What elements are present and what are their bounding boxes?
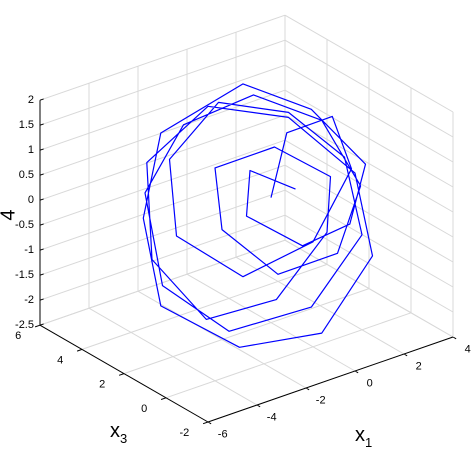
tick-mark xyxy=(39,148,44,151)
y-axis-label: x3 xyxy=(110,420,127,446)
y-axis-label-sub: 3 xyxy=(120,431,127,446)
x-tick-label: 2 xyxy=(416,360,422,372)
x-axis-label: x1 xyxy=(355,424,372,450)
x-tick-label: 4 xyxy=(465,343,471,355)
grid-line xyxy=(39,139,286,226)
labels: x3 x1 4 xyxy=(0,209,372,450)
x-axis-label-base: x xyxy=(355,424,365,446)
tick-mark xyxy=(39,198,44,201)
y-tick-label: 6 xyxy=(15,330,21,342)
y-tick-label: 0 xyxy=(141,403,147,415)
grid-line xyxy=(39,64,286,151)
x-tick-label: 0 xyxy=(367,377,373,389)
z-axis-label: 4 xyxy=(0,209,19,220)
z-tick-label: -2.5 xyxy=(15,319,34,331)
z-tick-label: 0.5 xyxy=(19,169,34,181)
z-tick-label: 1 xyxy=(28,144,34,156)
tick-mark xyxy=(202,421,209,425)
z-tick-label: -0.5 xyxy=(15,219,34,231)
z-tick-label: -1.5 xyxy=(15,269,34,281)
tick-mark xyxy=(39,123,44,126)
grid-line xyxy=(81,263,328,350)
grid-line xyxy=(284,89,454,188)
axis-line xyxy=(207,336,454,423)
grid-line xyxy=(284,239,454,338)
grid: -6 -4 -2 0 2 4 -2 0 2 4 6-2.5 -2 -1.5 -1 -0.5 0 0.5 1 1.5 2 xyxy=(15,14,471,440)
grid-line xyxy=(284,64,454,163)
y-axis-label-base: x xyxy=(110,420,120,442)
x-axis-label-sub: 1 xyxy=(365,435,372,450)
z-tick-label: 2 xyxy=(28,94,34,106)
z-tick-label: 0 xyxy=(28,194,34,206)
tick-mark xyxy=(39,248,44,251)
grid-line xyxy=(284,214,454,313)
tick-mark xyxy=(76,348,83,352)
x-tick-label: -6 xyxy=(218,428,228,440)
grid-line xyxy=(39,114,286,201)
trajectory xyxy=(142,83,374,348)
tick-mark xyxy=(39,298,44,301)
grid-line xyxy=(284,164,454,263)
z-tick-label: -2 xyxy=(24,294,34,306)
grid-line xyxy=(39,214,286,301)
tick-mark xyxy=(39,173,44,176)
y-tick-label: 2 xyxy=(99,379,105,391)
grid-line xyxy=(39,189,286,276)
x-tick-label: -2 xyxy=(316,394,326,406)
grid-line xyxy=(39,164,286,251)
z-tick-label: -1 xyxy=(24,244,34,256)
grid-line xyxy=(39,39,286,126)
y-tick-label: 4 xyxy=(57,354,63,366)
grid-line xyxy=(284,39,454,138)
tick-mark xyxy=(118,373,125,376)
plot-area xyxy=(142,83,374,348)
x-tick-label: -4 xyxy=(267,411,277,423)
tick-mark xyxy=(39,223,44,226)
tick-mark xyxy=(39,273,44,276)
grid-line xyxy=(123,288,370,375)
y-tick-label: -2 xyxy=(180,427,190,439)
z-tick-label: 1.5 xyxy=(19,119,34,131)
grid-line xyxy=(39,14,286,101)
grid-line xyxy=(284,14,454,113)
tick-mark xyxy=(452,336,457,340)
tick-mark xyxy=(39,98,44,101)
grid-line xyxy=(284,139,454,238)
tick-mark xyxy=(34,324,41,328)
grid-line xyxy=(165,312,412,399)
axis-line xyxy=(39,324,209,423)
tick-mark xyxy=(160,397,167,400)
grid-line xyxy=(39,89,286,176)
